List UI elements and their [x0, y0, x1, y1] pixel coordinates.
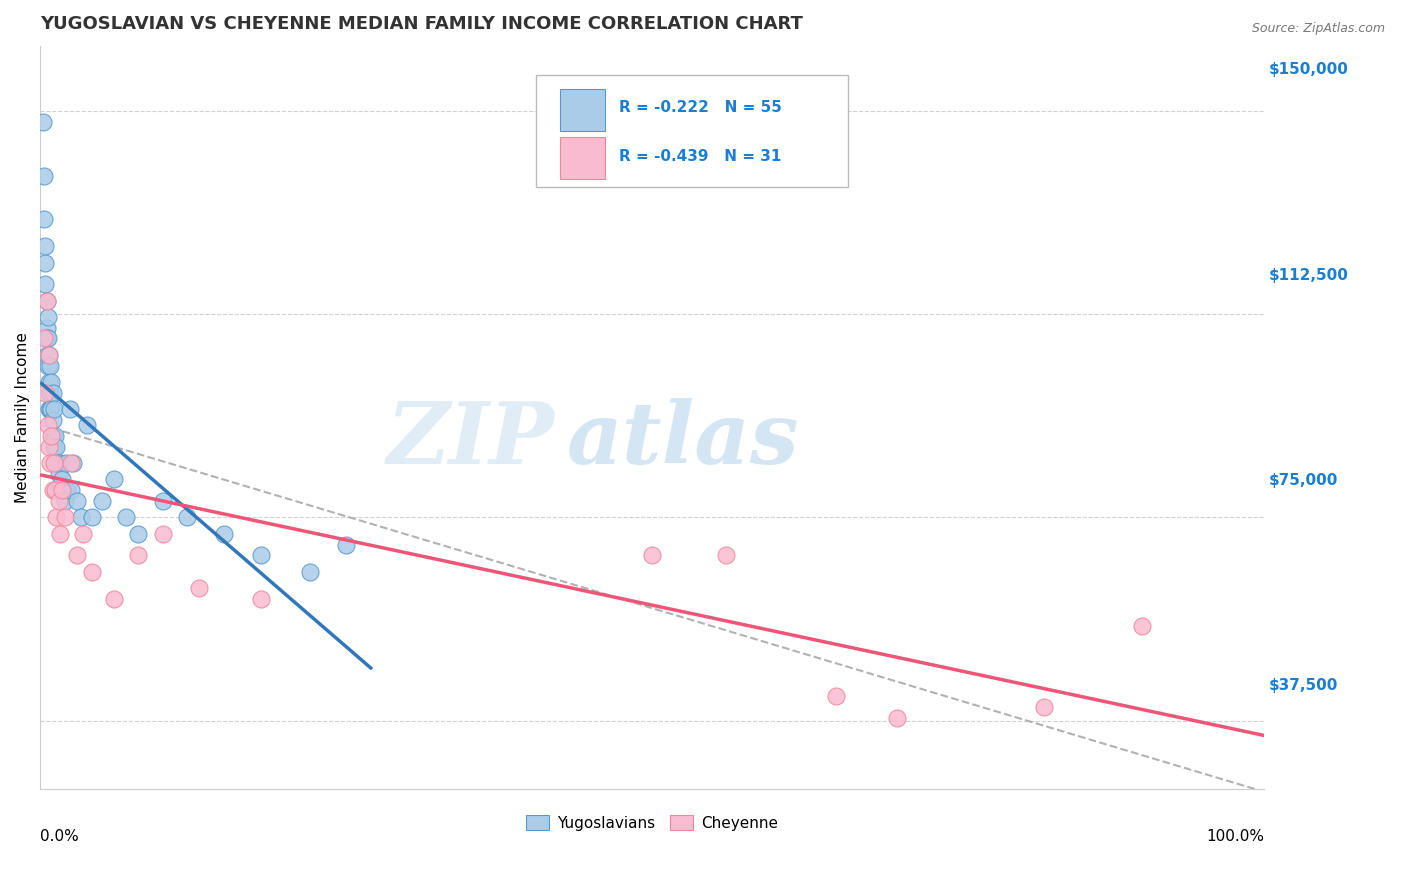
Point	[51, 473, 73, 487]
Point	[212, 526, 235, 541]
Text: Source: ZipAtlas.com: Source: ZipAtlas.com	[1251, 22, 1385, 36]
Point	[31, 114, 53, 128]
Point	[45, 510, 67, 524]
Point	[824, 690, 846, 704]
Point	[34, 239, 56, 253]
Point	[41, 413, 63, 427]
Point	[53, 510, 76, 524]
Point	[35, 348, 58, 362]
Point	[34, 385, 56, 400]
Point	[152, 494, 174, 508]
Point	[48, 494, 70, 508]
Point	[60, 456, 83, 470]
Point	[37, 359, 59, 373]
Point	[39, 456, 62, 470]
Text: YUGOSLAVIAN VS CHEYENNE MEDIAN FAMILY INCOME CORRELATION CHART: YUGOSLAVIAN VS CHEYENNE MEDIAN FAMILY IN…	[41, 15, 803, 33]
Point	[39, 359, 62, 373]
Text: R = -0.222   N = 55: R = -0.222 N = 55	[619, 101, 782, 115]
Point	[62, 456, 84, 470]
Point	[176, 510, 198, 524]
Point	[45, 440, 67, 454]
Point	[80, 565, 103, 579]
Point	[56, 483, 79, 498]
Point	[55, 456, 77, 470]
Point	[51, 483, 73, 498]
Point	[53, 494, 76, 508]
Point	[249, 549, 271, 563]
Point	[66, 494, 89, 508]
Text: R = -0.439   N = 31: R = -0.439 N = 31	[619, 149, 782, 164]
Text: 0.0%: 0.0%	[41, 830, 79, 845]
Point	[41, 429, 63, 443]
Point	[38, 401, 60, 416]
Point	[48, 467, 70, 481]
Point	[1032, 700, 1054, 714]
Point	[1130, 619, 1153, 633]
Point	[38, 385, 60, 400]
Point	[32, 212, 55, 227]
Point	[39, 385, 62, 400]
Text: 100.0%: 100.0%	[1206, 830, 1264, 845]
Point	[90, 494, 112, 508]
Point	[38, 440, 60, 454]
Text: ZIP: ZIP	[387, 398, 554, 481]
Point	[59, 401, 82, 416]
Point	[41, 385, 63, 400]
FancyBboxPatch shape	[561, 89, 605, 130]
Point	[66, 549, 89, 563]
Point	[152, 526, 174, 541]
Text: atlas: atlas	[567, 398, 799, 481]
Point	[886, 711, 908, 725]
Point	[32, 169, 55, 183]
Point	[641, 549, 664, 563]
Point	[103, 591, 125, 606]
Point	[44, 429, 66, 443]
Point	[35, 331, 58, 345]
Point	[42, 456, 65, 470]
Point	[48, 483, 70, 498]
Point	[49, 526, 72, 541]
Point	[42, 440, 65, 454]
Point	[39, 401, 62, 416]
Legend: Yugoslavians, Cheyenne: Yugoslavians, Cheyenne	[520, 808, 785, 837]
Point	[38, 348, 60, 362]
Y-axis label: Median Family Income: Median Family Income	[15, 332, 30, 502]
Point	[41, 401, 63, 416]
Point	[35, 293, 58, 308]
Point	[69, 510, 91, 524]
Point	[42, 401, 65, 416]
Point	[72, 526, 94, 541]
Point	[44, 456, 66, 470]
Point	[80, 510, 103, 524]
Point	[714, 549, 737, 563]
Point	[38, 375, 60, 389]
Point	[188, 581, 211, 595]
Point	[35, 320, 58, 334]
Point	[46, 456, 69, 470]
Point	[127, 526, 149, 541]
Point	[115, 510, 138, 524]
Point	[32, 331, 55, 345]
Point	[127, 549, 149, 563]
Point	[38, 348, 60, 362]
Point	[335, 537, 357, 551]
Point	[41, 429, 63, 443]
Point	[35, 293, 58, 308]
Point	[298, 565, 321, 579]
Point	[37, 331, 59, 345]
Point	[76, 418, 98, 433]
FancyBboxPatch shape	[536, 76, 848, 186]
Point	[34, 255, 56, 269]
Point	[49, 456, 72, 470]
FancyBboxPatch shape	[561, 137, 605, 179]
Point	[34, 277, 56, 292]
Point	[249, 591, 271, 606]
Point	[37, 310, 59, 324]
Point	[103, 473, 125, 487]
Point	[37, 418, 59, 433]
Point	[41, 483, 63, 498]
Point	[41, 375, 63, 389]
Point	[44, 483, 66, 498]
Point	[60, 483, 83, 498]
